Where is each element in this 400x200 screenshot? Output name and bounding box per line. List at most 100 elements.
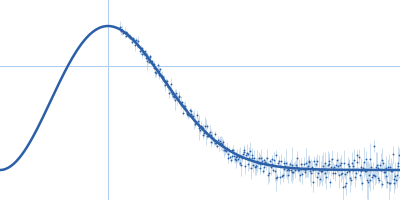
Point — [364, 179, 370, 182]
Point — [388, 169, 394, 172]
Point — [207, 130, 213, 134]
Point — [274, 176, 280, 179]
Point — [347, 177, 354, 180]
Point — [332, 172, 338, 175]
Point — [122, 31, 128, 34]
Point — [186, 113, 192, 117]
Point — [210, 137, 216, 140]
Point — [268, 158, 275, 161]
Point — [370, 145, 377, 148]
Point — [212, 132, 219, 135]
Point — [323, 175, 329, 178]
Point — [354, 154, 361, 157]
Point — [311, 159, 317, 162]
Point — [231, 154, 237, 157]
Point — [341, 161, 347, 165]
Point — [170, 95, 176, 98]
Point — [280, 174, 286, 177]
Point — [267, 160, 273, 163]
Point — [234, 154, 240, 158]
Point — [294, 156, 300, 159]
Point — [205, 134, 212, 137]
Point — [319, 169, 325, 172]
Point — [358, 170, 365, 173]
Point — [299, 172, 305, 175]
Point — [157, 68, 163, 71]
Point — [180, 111, 186, 114]
Point — [173, 91, 179, 94]
Point — [200, 133, 206, 136]
Point — [372, 175, 378, 178]
Point — [126, 34, 132, 38]
Point — [134, 44, 141, 47]
Point — [317, 169, 324, 172]
Point — [338, 161, 344, 164]
Point — [394, 165, 400, 168]
Point — [252, 165, 259, 168]
Point — [390, 178, 397, 181]
Point — [175, 94, 182, 98]
Point — [171, 94, 178, 97]
Point — [305, 160, 312, 163]
Point — [195, 119, 201, 123]
Point — [219, 143, 225, 146]
Point — [303, 161, 309, 164]
Point — [196, 126, 203, 129]
Point — [337, 164, 343, 167]
Point — [334, 168, 340, 171]
Point — [316, 178, 323, 181]
Point — [275, 161, 281, 164]
Point — [324, 168, 330, 171]
Point — [295, 168, 301, 172]
Point — [167, 83, 174, 86]
Point — [182, 107, 189, 110]
Point — [119, 29, 126, 32]
Point — [120, 31, 126, 34]
Point — [307, 170, 313, 173]
Point — [298, 163, 304, 166]
Point — [312, 168, 318, 171]
Point — [385, 166, 391, 169]
Point — [269, 163, 276, 166]
Point — [201, 131, 208, 135]
Point — [296, 168, 302, 172]
Point — [357, 173, 363, 176]
Point — [379, 158, 386, 162]
Point — [149, 60, 155, 63]
Point — [344, 170, 350, 173]
Point — [154, 64, 161, 67]
Point — [350, 164, 356, 168]
Point — [356, 155, 362, 158]
Point — [150, 62, 157, 66]
Point — [301, 168, 308, 171]
Point — [391, 181, 398, 184]
Point — [144, 60, 150, 63]
Point — [265, 174, 272, 177]
Point — [308, 171, 314, 174]
Point — [292, 163, 299, 166]
Point — [159, 76, 166, 79]
Point — [390, 153, 396, 156]
Point — [318, 169, 324, 173]
Point — [147, 55, 154, 58]
Point — [243, 153, 249, 157]
Point — [360, 166, 366, 169]
Point — [235, 157, 241, 161]
Point — [351, 158, 358, 162]
Point — [256, 166, 263, 170]
Point — [348, 179, 354, 182]
Point — [162, 80, 169, 83]
Point — [354, 160, 360, 163]
Point — [192, 122, 199, 126]
Point — [176, 95, 182, 98]
Point — [330, 168, 336, 171]
Point — [309, 169, 316, 172]
Point — [376, 178, 382, 181]
Point — [377, 163, 383, 167]
Point — [216, 143, 223, 146]
Point — [365, 181, 371, 184]
Point — [169, 93, 175, 96]
Point — [327, 181, 334, 184]
Point — [342, 184, 349, 187]
Point — [373, 166, 379, 169]
